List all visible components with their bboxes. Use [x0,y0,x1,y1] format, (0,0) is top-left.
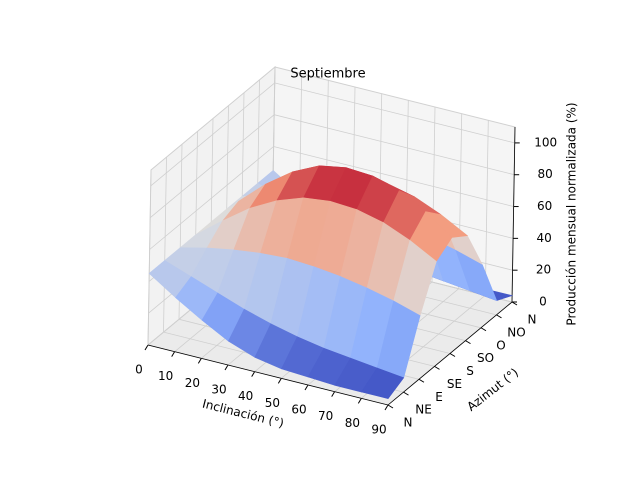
x-tick-label: 20 [185,376,200,390]
grid-line [149,146,514,250]
x-tick-label: 60 [291,403,306,417]
x-tick [144,344,149,351]
x-tick [384,404,389,411]
y-tick [418,378,425,383]
y-tick-label: NE [415,403,432,417]
y-tick-label: NO [507,325,525,339]
x-tick [197,358,202,364]
x-tick [251,371,256,377]
x-tick [277,378,282,384]
y-tick [496,314,502,319]
x-tick-label: 0 [135,363,143,377]
x-tick [304,384,309,391]
z-tick-label: 0 [539,295,547,309]
y-tick [449,353,456,357]
y-tick-label: E [435,390,443,404]
z-tick-label: 60 [537,199,552,213]
x-tick [224,364,229,371]
y-tick-label: S [466,364,474,378]
x-tick-label: 50 [265,396,280,410]
y-tick [434,365,440,370]
x-tick-label: 30 [211,383,226,397]
y-tick [480,327,487,332]
axis-line [147,126,516,406]
z-tick-label: 80 [538,167,553,181]
grid-line [150,82,515,187]
chart-title: Septiembre [290,67,365,82]
y-tick [403,391,409,396]
z-tick-label: 40 [536,231,551,245]
x-tick [331,391,336,397]
y-tick [387,404,394,409]
y-tick-label: N [528,313,537,327]
labels: 0 10 20 30 40 50 60 70 80 90 NNEESESSOONON02040608… [135,135,557,436]
x-tick-label: 70 [318,409,333,423]
surface [148,165,514,399]
x-tick [171,351,176,357]
x-tick-label: 40 [238,389,253,403]
y-tick [465,340,471,345]
z-tick-label: 20 [536,263,551,277]
x-tick-label: 90 [371,423,386,437]
z-axis-label: Producción mensual normalizada (%) [565,102,579,325]
x-tick-label: 10 [158,369,173,383]
x-tick-label: 80 [345,416,360,430]
y-tick-label: O [496,338,505,352]
y-tick-label: SO [477,351,494,365]
surface-cell [360,367,405,399]
z-tick-label: 100 [534,135,557,149]
y-tick-label: N [404,416,413,430]
grid-line [149,114,515,219]
y-tick-label: SE [447,377,462,391]
x-tick [357,398,362,404]
